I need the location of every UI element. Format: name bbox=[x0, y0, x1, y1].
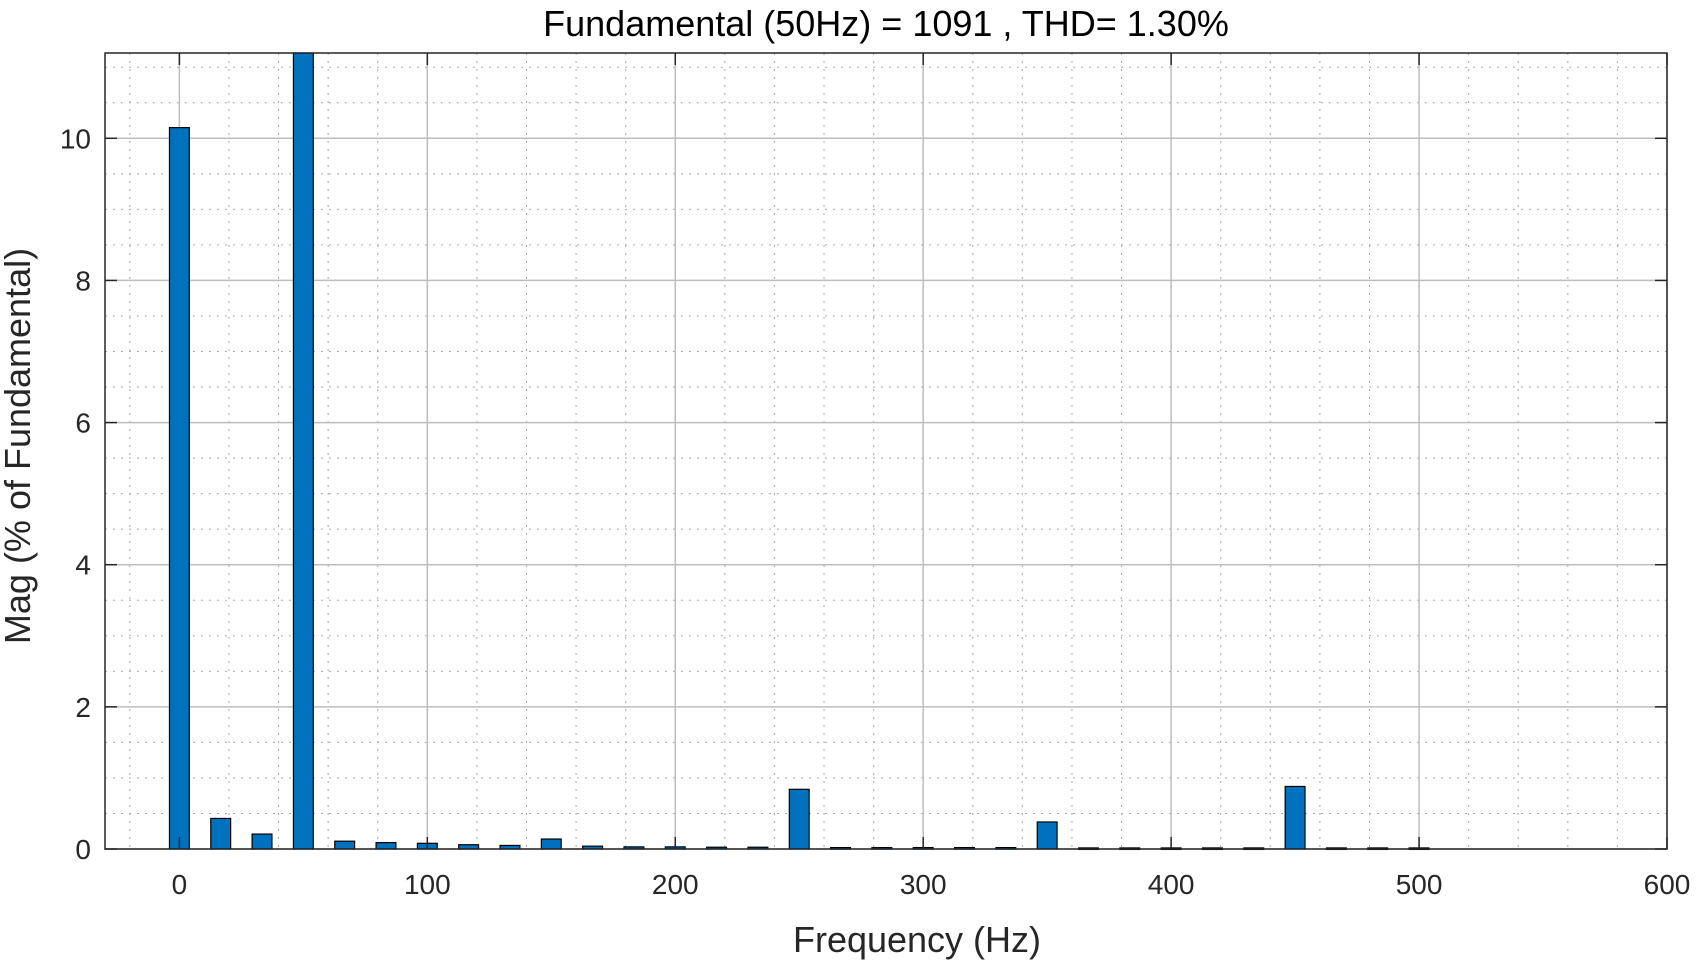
x-tick-label: 100 bbox=[404, 869, 451, 900]
bar bbox=[375, 842, 397, 850]
grid bbox=[105, 53, 1668, 850]
bars bbox=[168, 52, 1430, 851]
bar bbox=[1284, 785, 1306, 850]
x-tick-label: 0 bbox=[172, 869, 188, 900]
x-tick-label: 600 bbox=[1644, 869, 1691, 900]
x-tick-label: 300 bbox=[900, 869, 947, 900]
chart-title: Fundamental (50Hz) = 1091 , THD= 1.30% bbox=[543, 3, 1229, 44]
x-tick-label: 200 bbox=[652, 869, 699, 900]
bar bbox=[540, 838, 562, 850]
plot-area-border bbox=[104, 52, 1668, 850]
y-tick-label: 4 bbox=[75, 550, 91, 581]
bar bbox=[251, 833, 273, 850]
y-tick-label: 0 bbox=[75, 834, 91, 865]
y-tick-label: 10 bbox=[60, 123, 91, 154]
bar bbox=[788, 788, 810, 850]
y-tick-label: 6 bbox=[75, 408, 91, 439]
bar bbox=[292, 52, 314, 850]
bar bbox=[1036, 821, 1058, 850]
y-tick-label: 8 bbox=[75, 265, 91, 296]
ticks: 0 100 200 300 400 500 600 0 2 4 6 8 10 bbox=[60, 53, 1691, 900]
x-tick-label: 500 bbox=[1396, 869, 1443, 900]
bar bbox=[334, 840, 356, 850]
bar bbox=[210, 817, 232, 850]
y-tick-label: 2 bbox=[75, 692, 91, 723]
y-axis-label: Mag (% of Fundamental) bbox=[0, 248, 38, 644]
bar bbox=[168, 127, 190, 850]
x-tick-label: 400 bbox=[1148, 869, 1195, 900]
x-axis-label: Frequency (Hz) bbox=[793, 919, 1041, 960]
